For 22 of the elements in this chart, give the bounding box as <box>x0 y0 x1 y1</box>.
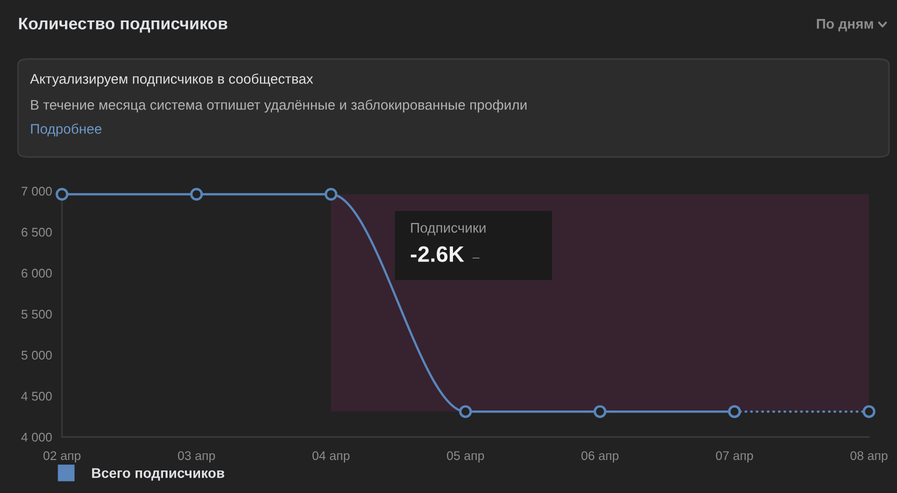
chart-title: Количество подписчиков <box>19 18 228 33</box>
x-tick-label: 06 апр <box>581 451 618 463</box>
y-tick-label: 4 000 <box>21 432 52 442</box>
x-tick-label: 05 апр <box>446 451 484 463</box>
x-tick-label: 08 апр <box>850 451 888 463</box>
y-tick-label: 7 000 <box>22 186 52 196</box>
y-tick-label: 5 000 <box>22 350 52 360</box>
text: Подробнее <box>31 123 102 137</box>
text: По дням <box>816 19 873 32</box>
annotation: Подписчики <box>411 223 486 236</box>
y-tick-label: 6 000 <box>22 268 52 278</box>
x-tick-label: 07 апр <box>716 451 753 463</box>
y-tick-label: 6 500 <box>22 228 52 237</box>
x-tick-label: 04 апр <box>312 451 350 463</box>
text: Актуализируем подписчиков в сообществах <box>30 73 314 87</box>
y-tick-label: 5 500 <box>22 310 52 319</box>
annotation: -2.6K <box>410 246 464 262</box>
y-tick-label: 4 500 <box>21 392 52 401</box>
x-tick-label: 03 апр <box>178 451 215 463</box>
legend-label: Всего подписчиков <box>92 468 224 481</box>
x-tick-label: 02 апр <box>43 451 80 463</box>
text: В течение месяца система отпишет удалённые и заблокированные профили <box>31 99 526 113</box>
